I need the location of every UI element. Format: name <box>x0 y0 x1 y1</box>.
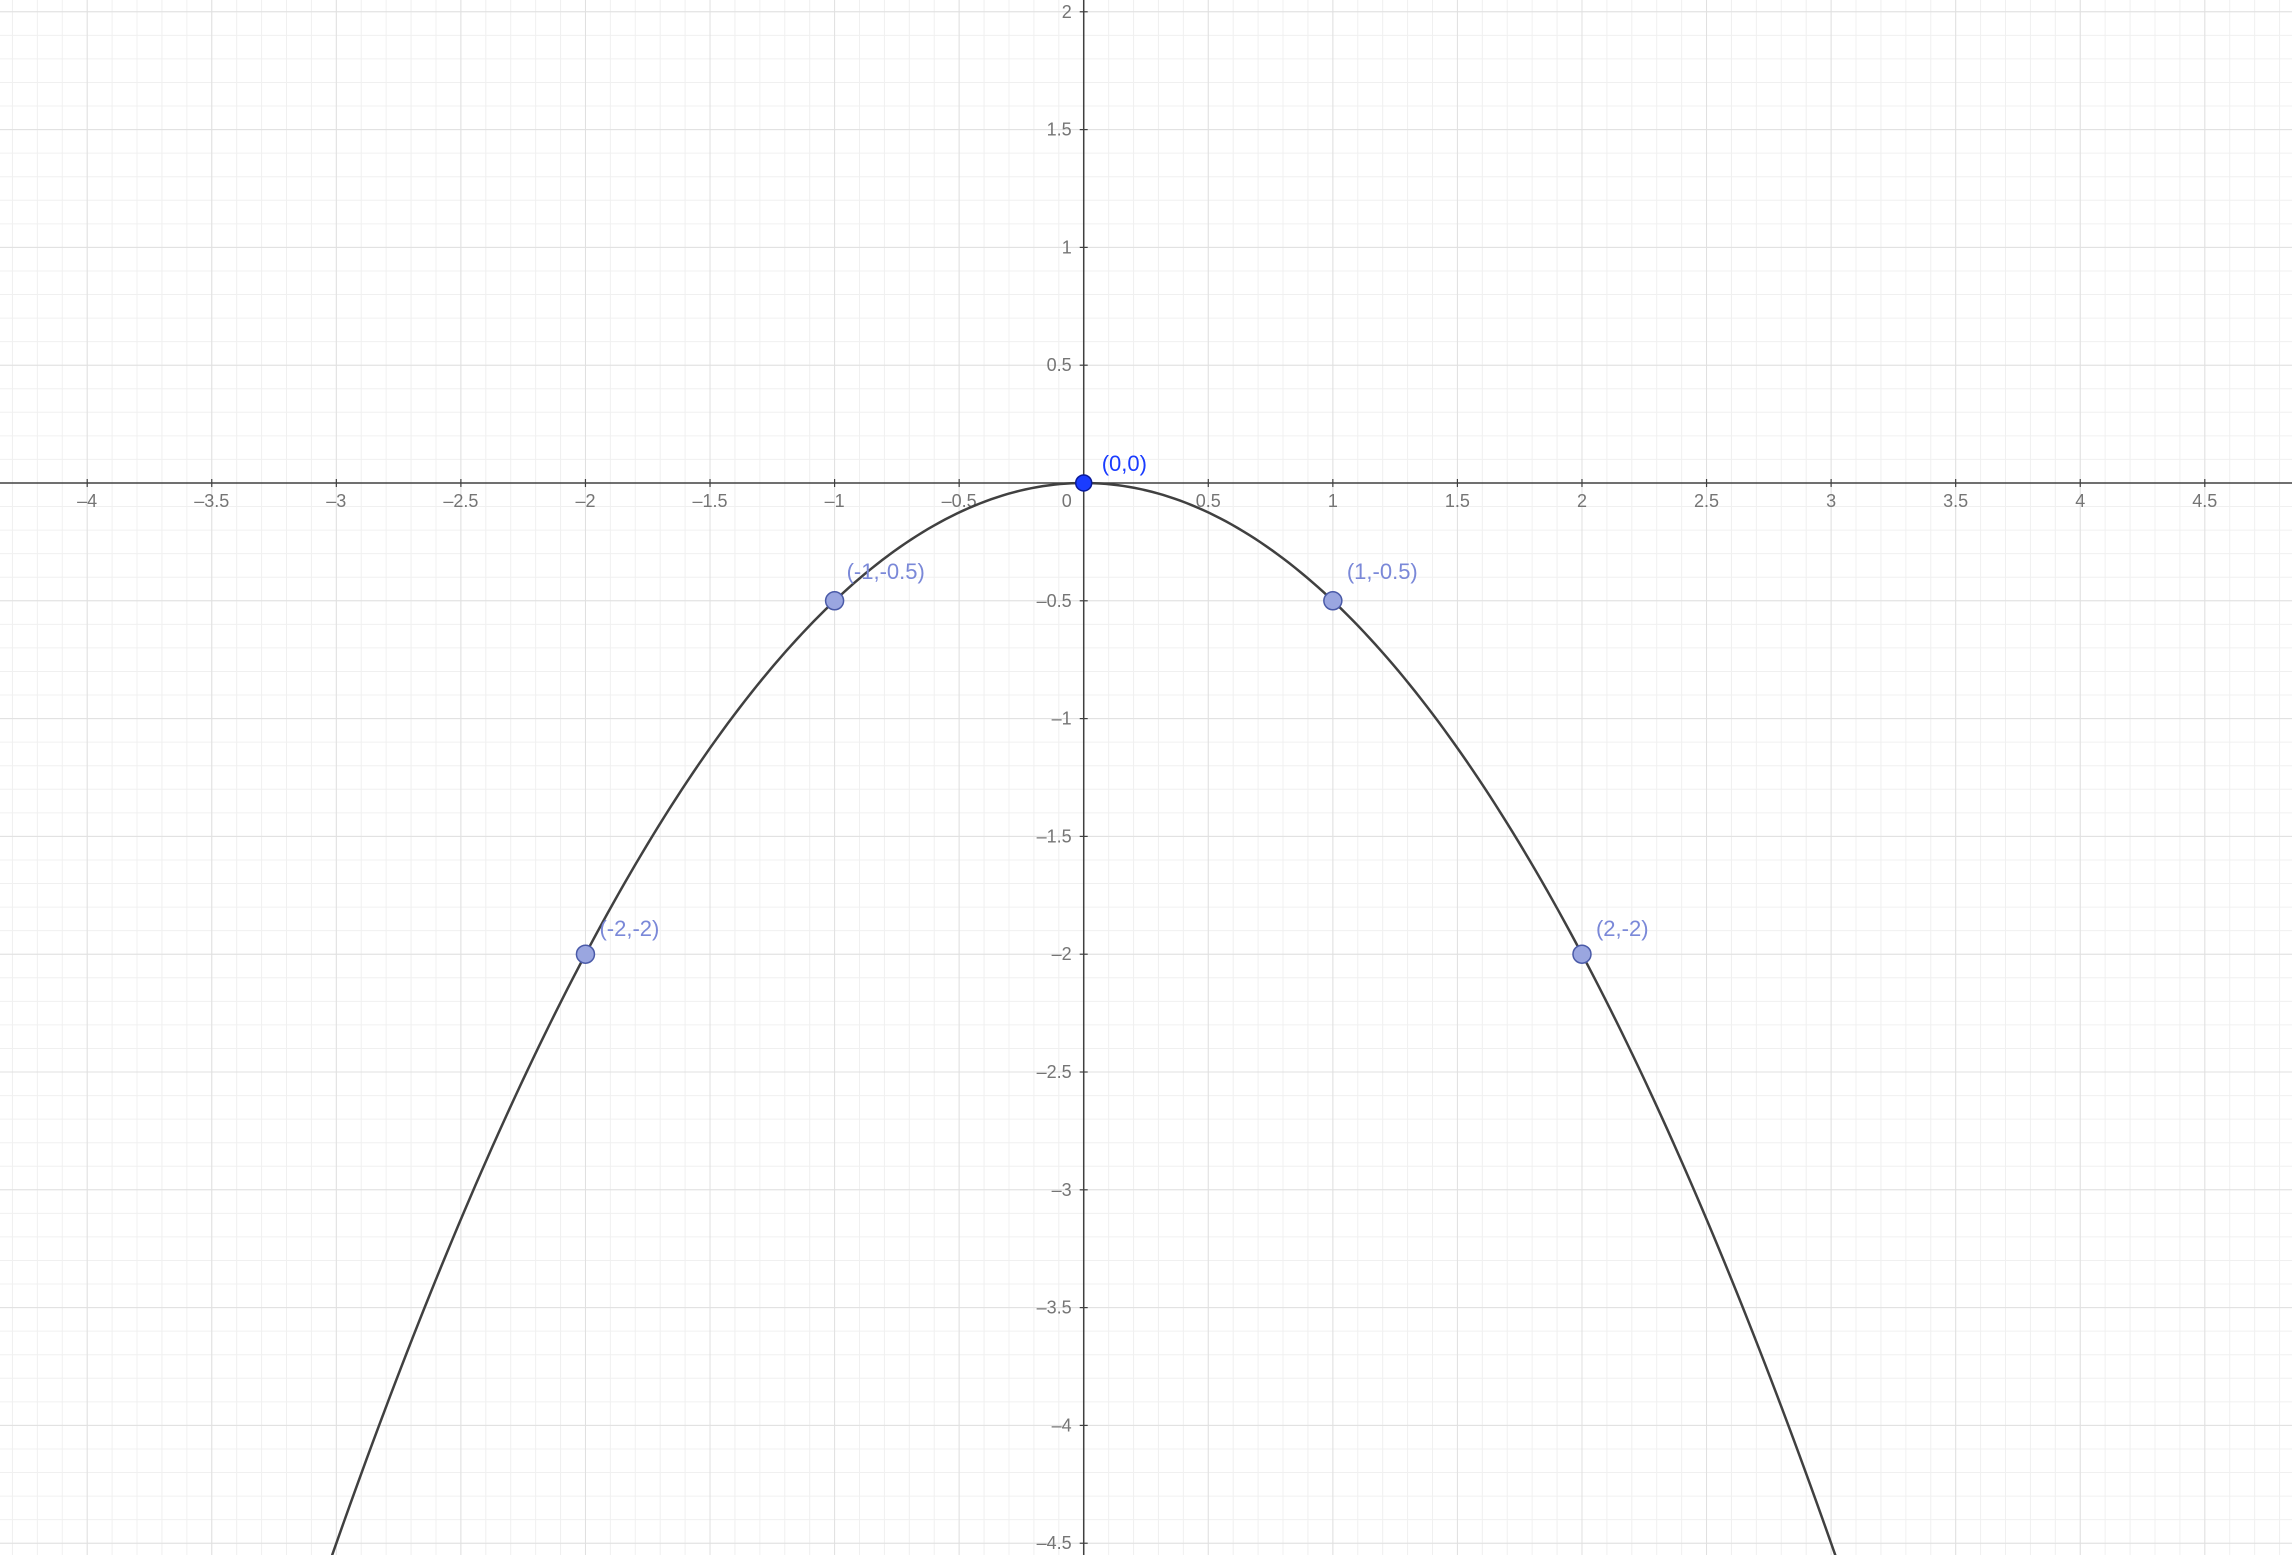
x-tick-label: 2 <box>1577 491 1587 511</box>
x-tick-label: –1.5 <box>692 491 727 511</box>
point-label: (0,0) <box>1102 451 1147 476</box>
x-tick-label: –4 <box>77 491 97 511</box>
point-label: (-2,-2) <box>599 916 659 941</box>
x-tick-label: –2 <box>575 491 595 511</box>
point-label: (-1,-0.5) <box>847 559 925 584</box>
x-tick-label: –2.5 <box>443 491 478 511</box>
point-label: (1,-0.5) <box>1347 559 1418 584</box>
x-tick-label: 3 <box>1826 491 1836 511</box>
x-tick-label: 3.5 <box>1943 491 1968 511</box>
y-tick-label: –1 <box>1052 709 1072 729</box>
x-tick-label: 2.5 <box>1694 491 1719 511</box>
y-tick-label: –4.5 <box>1037 1533 1072 1553</box>
x-tick-label: 1.5 <box>1445 491 1470 511</box>
plotted-point[interactable] <box>576 945 594 963</box>
plotted-point[interactable] <box>1324 592 1342 610</box>
x-tick-label: 0 <box>1062 491 1072 511</box>
y-tick-label: 1.5 <box>1047 120 1072 140</box>
x-tick-label: –3.5 <box>194 491 229 511</box>
y-tick-label: –1.5 <box>1037 826 1072 846</box>
x-tick-label: 1 <box>1328 491 1338 511</box>
plotted-point[interactable] <box>1076 475 1092 491</box>
point-label: (2,-2) <box>1596 916 1649 941</box>
y-tick-label: –2 <box>1052 944 1072 964</box>
plotted-point[interactable] <box>1573 945 1591 963</box>
x-tick-label: 4.5 <box>2192 491 2217 511</box>
y-tick-label: 2 <box>1062 2 1072 22</box>
y-tick-label: 1 <box>1062 237 1072 257</box>
y-tick-label: –0.5 <box>1037 591 1072 611</box>
x-tick-label: –1 <box>825 491 845 511</box>
y-tick-label: –2.5 <box>1037 1062 1072 1082</box>
y-tick-label: 0.5 <box>1047 355 1072 375</box>
coordinate-plane[interactable]: –4 –3.5 –3 –2.5 –2 –1.5 –1 –0.5 0 0.5 1 1.5 2 2.5 3 3.5… <box>0 0 2292 1555</box>
chart-background <box>0 0 2292 1555</box>
chart-container: –4 –3.5 –3 –2.5 –2 –1.5 –1 –0.5 0 0.5 1 1.5 2 2.5 3 3.5… <box>0 0 2292 1555</box>
x-tick-label: 4 <box>2075 491 2085 511</box>
plotted-point[interactable] <box>826 592 844 610</box>
x-tick-label: –3 <box>326 491 346 511</box>
y-tick-label: –4 <box>1052 1415 1072 1435</box>
y-tick-label: –3.5 <box>1037 1298 1072 1318</box>
y-tick-label: –3 <box>1052 1180 1072 1200</box>
